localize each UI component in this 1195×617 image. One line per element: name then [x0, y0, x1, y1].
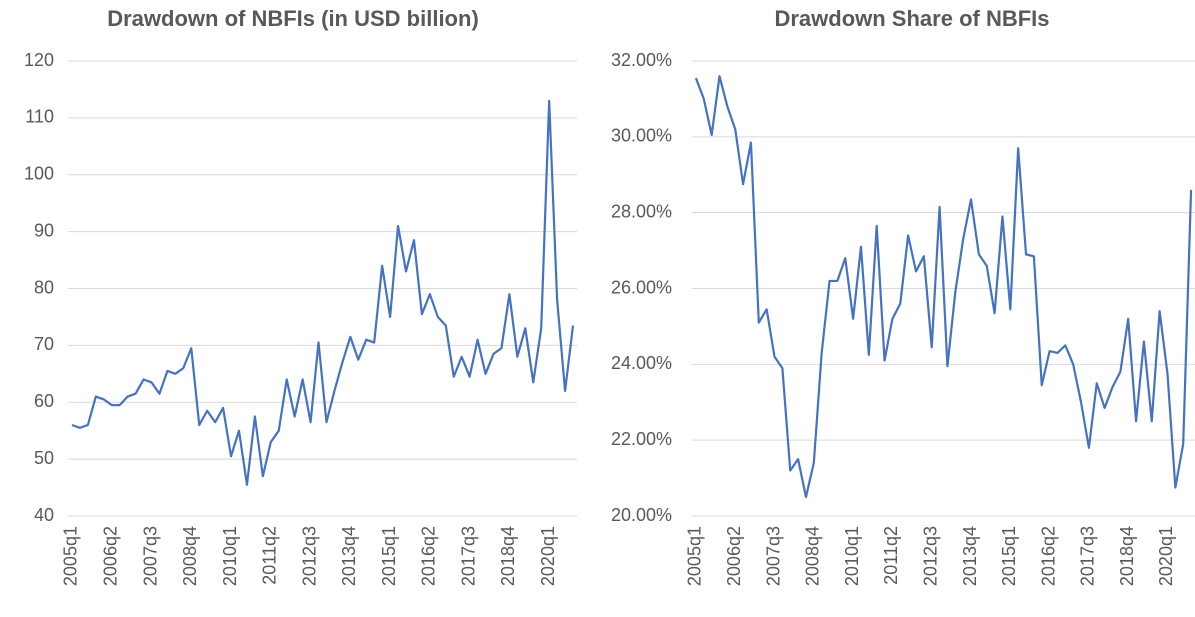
y-tick-label: 110	[25, 107, 54, 127]
x-tick-label: 2012q3	[299, 526, 319, 586]
y-tick-label: 20.00%	[611, 505, 672, 525]
x-tick-label: 2007q3	[763, 526, 783, 586]
x-tick-label: 2020q1	[538, 526, 558, 586]
y-tick-label: 50	[34, 448, 54, 468]
y-tick-label: 28.00%	[611, 201, 672, 221]
y-tick-label: 100	[24, 164, 54, 184]
data-line	[71, 99, 575, 486]
x-tick-label: 2006q2	[724, 526, 744, 586]
x-tick-label: 2017q3	[458, 526, 478, 586]
x-tick-label: 2016q2	[1038, 526, 1058, 586]
x-tick-label: 2010q1	[220, 526, 240, 586]
x-tick-label: 2017q3	[1078, 526, 1098, 586]
x-tick-label: 2008q4	[803, 526, 823, 586]
x-tick-label: 2010q1	[842, 526, 862, 586]
x-tick-label: 2005q1	[61, 526, 81, 586]
x-tick-label: 2020q1	[1156, 526, 1176, 586]
chart: Drawdown of NBFIs (in USD billion) 40 50 60…	[24, 6, 577, 586]
y-tick-label: 22.00%	[611, 429, 672, 449]
x-tick-label: 2012q3	[920, 526, 940, 586]
y-tick-label: 60	[34, 391, 54, 411]
x-tick-label: 2007q3	[140, 526, 160, 586]
y-tick-label: 26.00%	[611, 277, 672, 297]
x-tick-label: 2015q1	[379, 526, 399, 586]
y-tick-label: 70	[34, 334, 54, 354]
x-tick-label: 2013q4	[339, 526, 359, 586]
x-tick-label: 2018q4	[1117, 526, 1137, 586]
y-tick-label: 24.00%	[611, 353, 672, 373]
y-tick-label: 90	[34, 220, 54, 240]
chart-title: Drawdown Share of NBFIs	[774, 6, 1049, 31]
x-tick-label: 2018q4	[498, 526, 518, 586]
x-tick-label: 2013q4	[960, 526, 980, 586]
y-tick-label: 40	[34, 505, 54, 525]
x-tick-label: 2005q1	[685, 526, 705, 586]
chart: Drawdown Share of NBFIs 20.00% 22.00% 24.00…	[611, 6, 1195, 586]
y-tick-label: 30.00%	[611, 126, 672, 146]
chart-title: Drawdown of NBFIs (in USD billion)	[107, 6, 479, 31]
x-tick-label: 2008q4	[180, 526, 200, 586]
y-tick-label: 80	[34, 277, 54, 297]
x-tick-label: 2015q1	[999, 526, 1019, 586]
x-tick-label: 2011q2	[881, 526, 901, 585]
data-line	[694, 75, 1193, 499]
y-tick-label: 32.00%	[611, 50, 672, 70]
x-tick-label: 2006q2	[100, 526, 120, 586]
x-tick-label: 2016q2	[419, 526, 439, 586]
y-tick-label: 120	[24, 50, 54, 70]
x-tick-label: 2011q2	[260, 526, 280, 585]
